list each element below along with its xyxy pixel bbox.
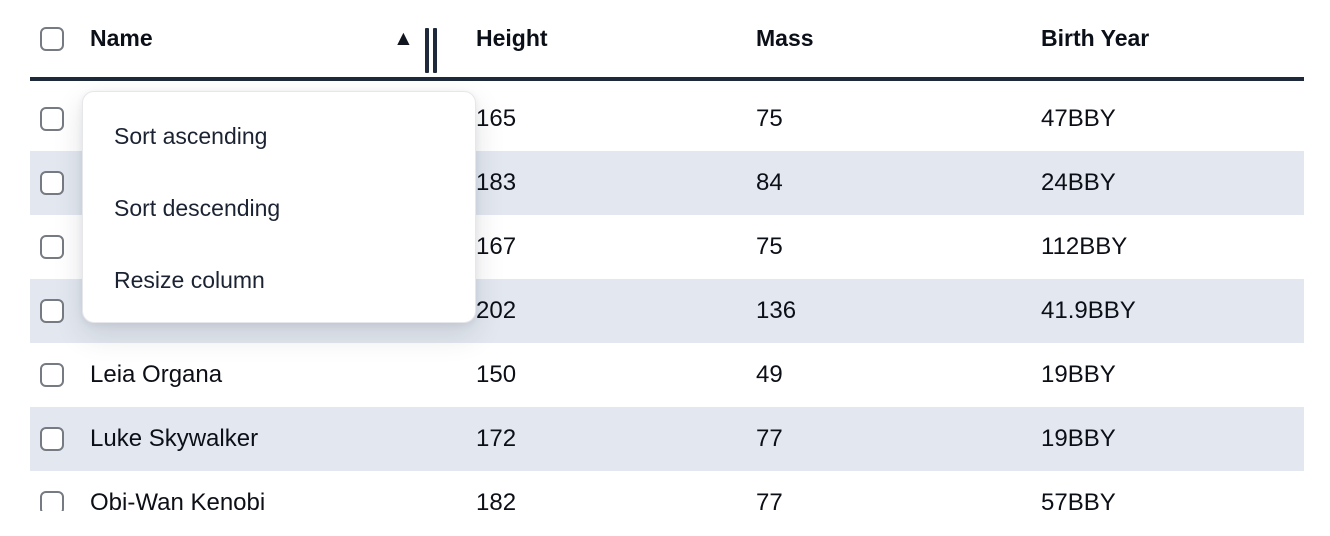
cell-mass: 75: [756, 233, 783, 260]
cell-mass: 77: [756, 489, 783, 511]
column-header-birth-year[interactable]: Birth Year: [1041, 25, 1150, 51]
table-header-row: Name ▲ Height Mass Birth Year: [30, 0, 1304, 81]
cell-mass: 136: [756, 297, 797, 324]
table-row: Luke Skywalker 172 77 19BBY: [30, 407, 1304, 471]
row-checkbox[interactable]: [40, 491, 64, 511]
cell-birth-year: 19BBY: [1041, 361, 1116, 388]
cell-mass: 84: [756, 169, 783, 196]
row-checkbox[interactable]: [40, 427, 64, 451]
row-checkbox[interactable]: [40, 363, 64, 387]
table-row: Obi-Wan Kenobi 182 77 57BBY: [30, 471, 1304, 511]
column-header-height[interactable]: Height: [476, 25, 548, 51]
cell-birth-year: 41.9BBY: [1041, 297, 1136, 324]
cell-height: 167: [476, 233, 517, 260]
column-resize-handle[interactable]: [424, 28, 438, 73]
row-checkbox[interactable]: [40, 299, 64, 323]
row-checkbox[interactable]: [40, 171, 64, 195]
cell-mass: 49: [756, 361, 783, 388]
cell-height: 150: [476, 361, 517, 388]
select-all-checkbox[interactable]: [40, 26, 64, 51]
row-checkbox[interactable]: [40, 107, 64, 131]
select-all-cell: [40, 0, 64, 77]
cell-mass: 77: [756, 425, 783, 452]
cell-height: 182: [476, 489, 517, 511]
menu-item-resize-column[interactable]: Resize column: [114, 266, 265, 293]
cell-birth-year: 57BBY: [1041, 489, 1116, 511]
cell-birth-year: 47BBY: [1041, 105, 1116, 132]
table-row: Leia Organa 150 49 19BBY: [30, 343, 1304, 407]
cell-mass: 75: [756, 105, 783, 132]
cell-name: Leia Organa: [90, 361, 223, 388]
menu-item-sort-descending[interactable]: Sort descending: [114, 194, 281, 221]
column-header-mass[interactable]: Mass: [756, 25, 814, 51]
menu-item-sort-ascending[interactable]: Sort ascending: [114, 122, 268, 149]
sort-ascending-icon: ▲: [393, 26, 414, 50]
cell-height: 202: [476, 297, 517, 324]
column-context-menu: Sort ascending Sort descending Resize co…: [82, 91, 476, 323]
cell-birth-year: 19BBY: [1041, 425, 1116, 452]
row-checkbox[interactable]: [40, 235, 64, 259]
cell-birth-year: 112BBY: [1041, 233, 1128, 260]
cell-name: Obi-Wan Kenobi: [90, 489, 266, 511]
cell-height: 165: [476, 105, 517, 132]
cell-birth-year: 24BBY: [1041, 169, 1116, 196]
column-header-name[interactable]: Name: [90, 25, 153, 51]
cell-height: 172: [476, 425, 517, 452]
cell-height: 183: [476, 169, 517, 196]
cell-name: Luke Skywalker: [90, 425, 259, 452]
